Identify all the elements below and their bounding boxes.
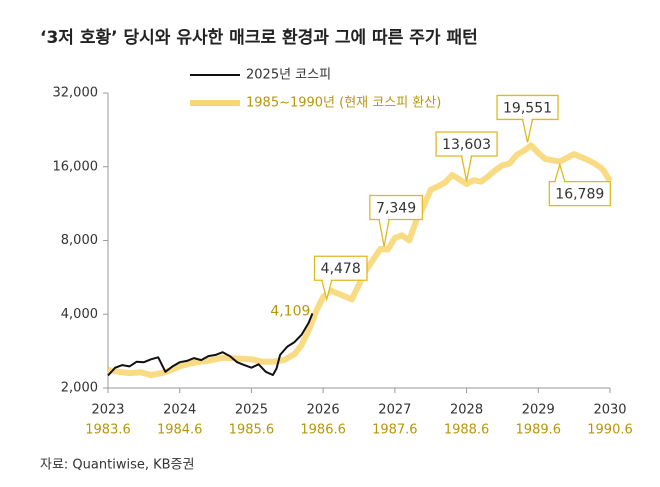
callout-box xyxy=(548,162,611,207)
legend-label: 2025년 코스피 xyxy=(246,68,331,83)
callout-box xyxy=(369,194,423,247)
x-tick-label: 2025 xyxy=(235,403,268,418)
annotation-label: 19,551 xyxy=(503,100,552,116)
annotation-label: 4,109 xyxy=(270,303,310,319)
y-tick-label: 8,000 xyxy=(61,233,98,248)
x2-tick-label: 1984.6 xyxy=(157,423,203,438)
x2-tick-label: 1985.6 xyxy=(229,423,275,438)
annotation-label: 7,349 xyxy=(376,201,416,217)
annotation-label: 16,789 xyxy=(555,187,604,203)
y-tick-label: 2,000 xyxy=(61,381,98,396)
x-tick-label: 2030 xyxy=(593,403,626,418)
x-tick-label: 2026 xyxy=(307,403,340,418)
x-tick-label: 2029 xyxy=(522,403,555,418)
callout-box xyxy=(313,255,368,302)
annotation-label: 4,478 xyxy=(321,261,361,277)
x-tick-label: 2027 xyxy=(378,403,411,418)
y-tick-label: 32,000 xyxy=(53,86,99,101)
chart-title: ‘3저 호황’ 당시와 유사한 매크로 환경과 그에 따른 주가 패턴 xyxy=(40,28,478,48)
x2-tick-label: 1988.6 xyxy=(444,423,490,438)
x-tick-label: 2028 xyxy=(450,403,483,418)
annotation-label: 13,603 xyxy=(442,137,491,153)
x-tick-label: 2024 xyxy=(163,403,196,418)
x-tick-label: 2023 xyxy=(91,403,124,418)
series-line xyxy=(107,313,314,377)
x2-tick-label: 1983.6 xyxy=(85,423,131,438)
series-line xyxy=(107,142,613,378)
x2-tick-label: 1990.6 xyxy=(587,423,633,438)
y-tick-label: 16,000 xyxy=(53,159,99,174)
x2-tick-label: 1987.6 xyxy=(372,423,418,438)
x2-tick-label: 1989.6 xyxy=(516,423,562,438)
source: 자료: Quantiwise, KB증권 xyxy=(40,458,194,473)
y-tick-label: 4,000 xyxy=(61,307,98,322)
legend-label: 1985~1990년 (현재 코스피 환산) xyxy=(246,96,441,111)
x2-tick-label: 1986.6 xyxy=(300,423,346,438)
